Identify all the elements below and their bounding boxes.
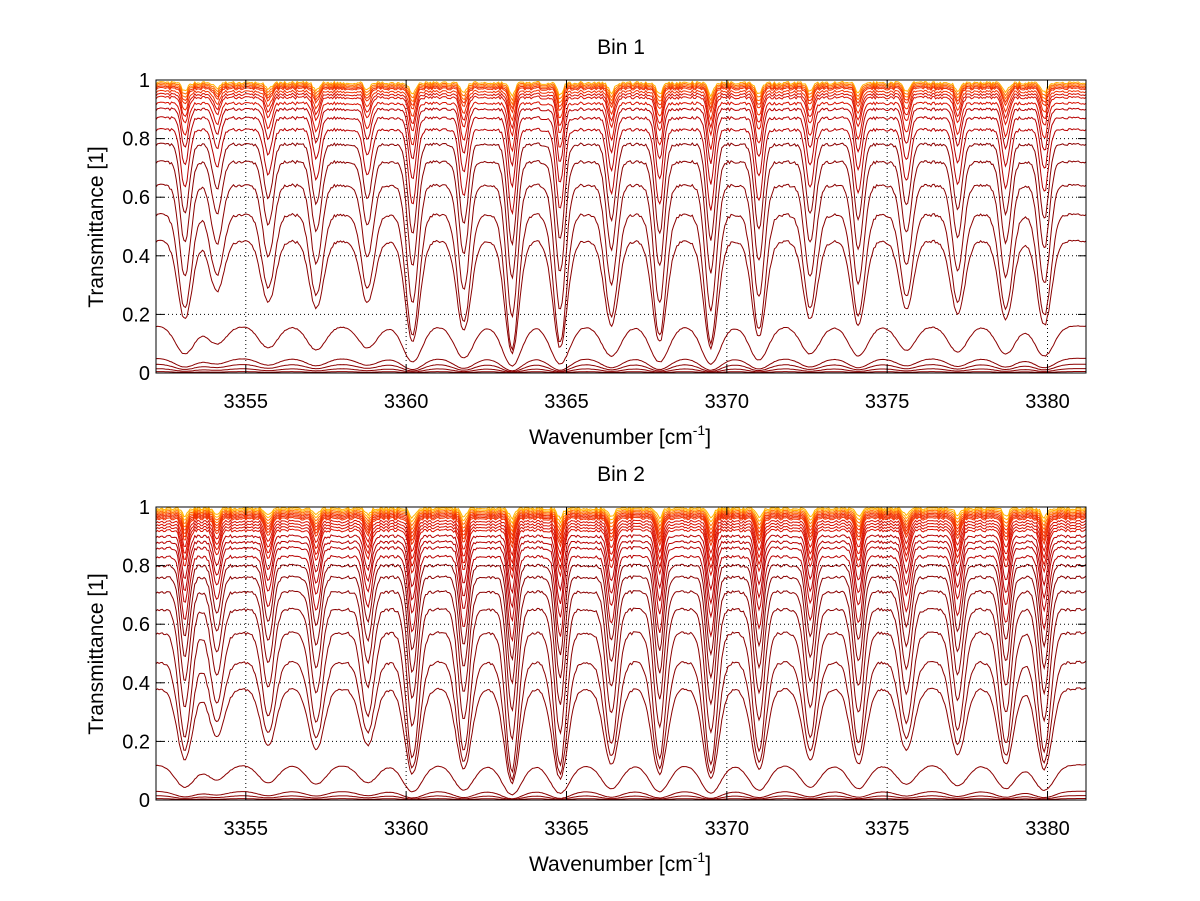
x-axis-label: Wavenumber [cm-1]: [529, 849, 711, 876]
series-line: [155, 660, 1087, 781]
y-tick-label: 0: [139, 790, 150, 812]
series-line: [155, 101, 1087, 153]
x-tick-label: 3375: [865, 391, 910, 413]
ticks: 3355 3360 3365 3370 3375 3380 0 0.2 0.4 0.6 0.8 1: [122, 497, 1086, 840]
series-line: [155, 539, 1087, 609]
y-tick-label: 0: [139, 363, 150, 385]
x-tick-label: 3355: [224, 818, 269, 840]
series-line: [155, 82, 1087, 102]
y-axis-label: Transmittance [1]: [85, 146, 108, 307]
x-tick-label: 3380: [1025, 818, 1070, 840]
series-line: [155, 357, 1087, 372]
series-line: [155, 507, 1087, 525]
series-line: [155, 512, 1087, 537]
series-line: [155, 528, 1087, 580]
y-tick-label: 1: [139, 497, 150, 519]
series-line: [155, 563, 1087, 662]
series-traces: [155, 80, 1087, 374]
series-line: [155, 106, 1087, 168]
series-line: [155, 519, 1087, 557]
series-line: [155, 325, 1087, 367]
series-line: [155, 687, 1087, 785]
x-tick-label: 3370: [705, 391, 750, 413]
series-line: [155, 239, 1087, 355]
x-tick-label: 3365: [544, 391, 589, 413]
y-tick-label: 0.4: [122, 246, 150, 268]
x-tick-label: 3355: [224, 391, 269, 413]
series-line: [155, 516, 1087, 549]
x-tick-label: 3360: [384, 391, 429, 413]
series-line: [155, 115, 1087, 189]
series-line: [155, 212, 1087, 351]
chart-title: Bin 1: [597, 36, 645, 59]
y-tick-label: 0.6: [122, 187, 150, 209]
y-tick-label: 0.8: [122, 129, 150, 151]
series-line: [155, 545, 1087, 623]
series-line: [155, 509, 1087, 529]
series-line: [155, 607, 1087, 741]
series-line: [155, 95, 1087, 138]
series-line: [155, 127, 1087, 216]
y-tick-label: 0.6: [122, 614, 150, 636]
series-line: [155, 183, 1087, 319]
grid: [156, 80, 1086, 373]
series-line: [155, 589, 1087, 712]
series-line: [156, 798, 1086, 801]
series-line: [155, 522, 1087, 565]
series-line: [155, 142, 1087, 247]
chart-panel-bin-1: Bin 1 3355 3360 3365 3370 3375 3380 0 0.2 0.4 0.6…: [85, 36, 1087, 449]
y-axis-label: Transmittance [1]: [85, 573, 108, 734]
series-line: [155, 764, 1087, 796]
y-tick-label: 0.2: [122, 304, 150, 326]
series-line: [155, 513, 1087, 541]
series-line: [155, 525, 1087, 572]
x-axis-label: Wavenumber [cm-1]: [529, 422, 711, 449]
series-line: [155, 630, 1087, 774]
x-tick-label: 3375: [865, 818, 910, 840]
series-traces: [155, 506, 1087, 801]
x-tick-label: 3380: [1025, 391, 1070, 413]
y-tick-label: 1: [139, 70, 150, 92]
series-line: [155, 575, 1087, 685]
series-line: [156, 795, 1086, 800]
series-line: [155, 84, 1087, 110]
series-line: [155, 80, 1087, 98]
series-line: [156, 371, 1086, 374]
y-tick-label: 0.4: [122, 673, 150, 695]
series-line: [155, 554, 1087, 643]
y-tick-label: 0.8: [122, 556, 150, 578]
x-tick-label: 3370: [705, 818, 750, 840]
series-line: [155, 534, 1087, 595]
axes-box: [155, 79, 1087, 374]
series-line: [155, 514, 1087, 545]
series-line: [155, 89, 1087, 122]
axes-box: [155, 506, 1087, 801]
series-line: [155, 92, 1087, 130]
ticks: 3355 3360 3365 3370 3375 3380 0 0.2 0.4 0.6 0.8 1: [122, 70, 1086, 413]
chart-title: Bin 2: [597, 463, 645, 486]
series-line: [155, 83, 1087, 106]
series-line: [155, 86, 1087, 114]
series-line: [156, 790, 1087, 800]
series-line: [156, 368, 1086, 373]
x-tick-label: 3360: [384, 818, 429, 840]
series-line: [155, 159, 1087, 280]
y-tick-label: 0.2: [122, 731, 150, 753]
x-tick-label: 3365: [544, 818, 589, 840]
series-line: [155, 510, 1087, 533]
series-line: [155, 363, 1087, 373]
chart-panel-bin-2: Bin 2 3355 3360 3365 3370 3375 3380 0 0.2 0.4 0.6…: [85, 463, 1087, 876]
